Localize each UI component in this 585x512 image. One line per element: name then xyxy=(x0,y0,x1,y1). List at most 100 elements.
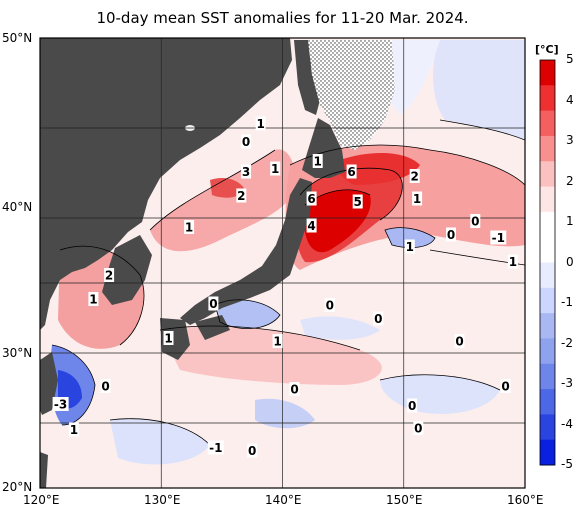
contour-label-bg xyxy=(272,334,283,348)
colorbar-segment xyxy=(540,110,555,137)
contour-label-bg xyxy=(68,422,79,437)
colorbar-segment xyxy=(540,389,555,415)
contour-label-bg xyxy=(306,218,317,233)
contour-label: 2 xyxy=(411,170,419,184)
contour-label: 6 xyxy=(347,165,355,179)
colorbar-tick: -1 xyxy=(561,295,573,309)
anomaly-cool-east xyxy=(433,40,525,140)
colorbar-tick: 2 xyxy=(566,174,574,188)
sea-ice-okhotsk xyxy=(308,40,395,150)
colorbar-tick: -5 xyxy=(561,457,573,471)
contour-label-bg xyxy=(104,268,115,282)
contour-label-bg xyxy=(52,397,69,411)
contour-label-bg xyxy=(208,296,219,311)
contour-label: 0 xyxy=(326,299,334,313)
lat-label-20: 20°N xyxy=(2,480,33,494)
anomaly-cool-2 xyxy=(215,299,280,329)
land-korea xyxy=(102,235,152,305)
contour-label-bg xyxy=(306,191,317,206)
contour-label: 5 xyxy=(354,195,362,209)
contour-label: 0 xyxy=(447,228,455,242)
contour-label: 1 xyxy=(257,117,265,131)
anomaly-cool-1 xyxy=(385,227,435,248)
contour-label: 0 xyxy=(501,380,509,394)
contour-label: -1 xyxy=(492,231,505,245)
lat-label-50: 50°N xyxy=(2,31,33,45)
contour-label: 0 xyxy=(290,383,298,397)
colorbar-tick: 1 xyxy=(566,214,574,228)
contour-label-bg xyxy=(446,227,456,242)
land-asia-mainland xyxy=(40,38,292,330)
contour-label-bg xyxy=(100,379,111,393)
contour-label: 1 xyxy=(164,332,172,346)
contour-label: 0 xyxy=(242,135,250,149)
colorbar-segment xyxy=(540,414,555,441)
contour-label-bg xyxy=(407,398,418,413)
contour-label-bg xyxy=(404,239,415,254)
contour-label: 1 xyxy=(273,335,281,349)
colorbar-segment xyxy=(540,85,555,112)
colorbar-segment xyxy=(540,161,555,188)
contour-label-bg xyxy=(163,331,174,345)
colorbar-segment xyxy=(540,237,555,263)
contour-label: 0 xyxy=(248,444,256,458)
contour-label-bg xyxy=(88,292,99,306)
lon-label-120: 120°E xyxy=(23,493,60,507)
anomaly-cool-3 xyxy=(300,316,380,340)
colorbar-tick: -3 xyxy=(561,376,573,390)
anomaly-warm-sth xyxy=(160,326,382,385)
contour-label-bg xyxy=(241,164,252,179)
contour-label: 0 xyxy=(209,297,217,311)
anomaly-cool-south xyxy=(110,418,210,465)
contour-label: 0 xyxy=(471,215,479,229)
contour-label: 4 xyxy=(307,219,315,233)
contour-label: 0 xyxy=(414,422,422,436)
contour-label-bg xyxy=(247,443,258,458)
colorbar-frame xyxy=(539,59,556,466)
lat-label-30: 30°N xyxy=(2,346,33,360)
contour-label-bg xyxy=(413,421,424,435)
contour-label: 1 xyxy=(185,221,193,235)
contour-label: -3 xyxy=(54,398,67,412)
contour-label-bg xyxy=(270,161,281,176)
contour-label: 1 xyxy=(509,255,517,269)
colorbar-segment xyxy=(540,287,555,314)
contour-label-bg xyxy=(500,379,511,393)
contour-label-bg xyxy=(507,254,518,269)
contour-label-bg xyxy=(409,169,420,183)
contour-label-bg xyxy=(324,298,335,312)
contour-label-bg xyxy=(346,164,357,179)
contour-label: 6 xyxy=(307,192,315,206)
contour-label-bg xyxy=(412,191,423,206)
colorbar-segment xyxy=(540,338,555,365)
colorbar-tick: -4 xyxy=(561,417,573,431)
colorbar-segment xyxy=(540,313,555,339)
land-honshu xyxy=(180,178,312,325)
contour-label: 0 xyxy=(455,335,463,349)
contour-label-bg xyxy=(454,334,465,348)
colorbar-tick: 4 xyxy=(566,93,574,107)
colorbar-segment xyxy=(540,363,555,390)
contour-label: 1 xyxy=(406,240,414,254)
land-sakhalin xyxy=(294,40,320,115)
lon-label-150: 150°E xyxy=(386,493,423,507)
contour-label-bg xyxy=(373,311,384,326)
graticule xyxy=(40,38,525,488)
colorbar-tick: -2 xyxy=(561,336,573,350)
colorbar-segment xyxy=(540,60,555,86)
contour-label: 0 xyxy=(101,380,109,394)
contour-label: 0 xyxy=(408,399,416,413)
contour-label-bg xyxy=(184,220,195,234)
land-shikoku xyxy=(195,315,230,340)
contour-label: 1 xyxy=(89,293,97,307)
contour-label-bg xyxy=(490,230,507,245)
contour-label: 2 xyxy=(237,189,245,203)
contour-label: 1 xyxy=(413,192,421,206)
colorbar-segment xyxy=(540,135,555,162)
colorbar-segment xyxy=(540,262,555,289)
colorbar-segment xyxy=(540,211,555,238)
contour-label-bg xyxy=(289,382,300,396)
contour-label-bg xyxy=(236,188,247,203)
